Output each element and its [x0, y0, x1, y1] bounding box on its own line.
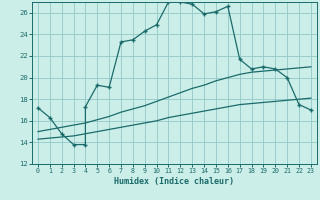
X-axis label: Humidex (Indice chaleur): Humidex (Indice chaleur)	[115, 177, 234, 186]
